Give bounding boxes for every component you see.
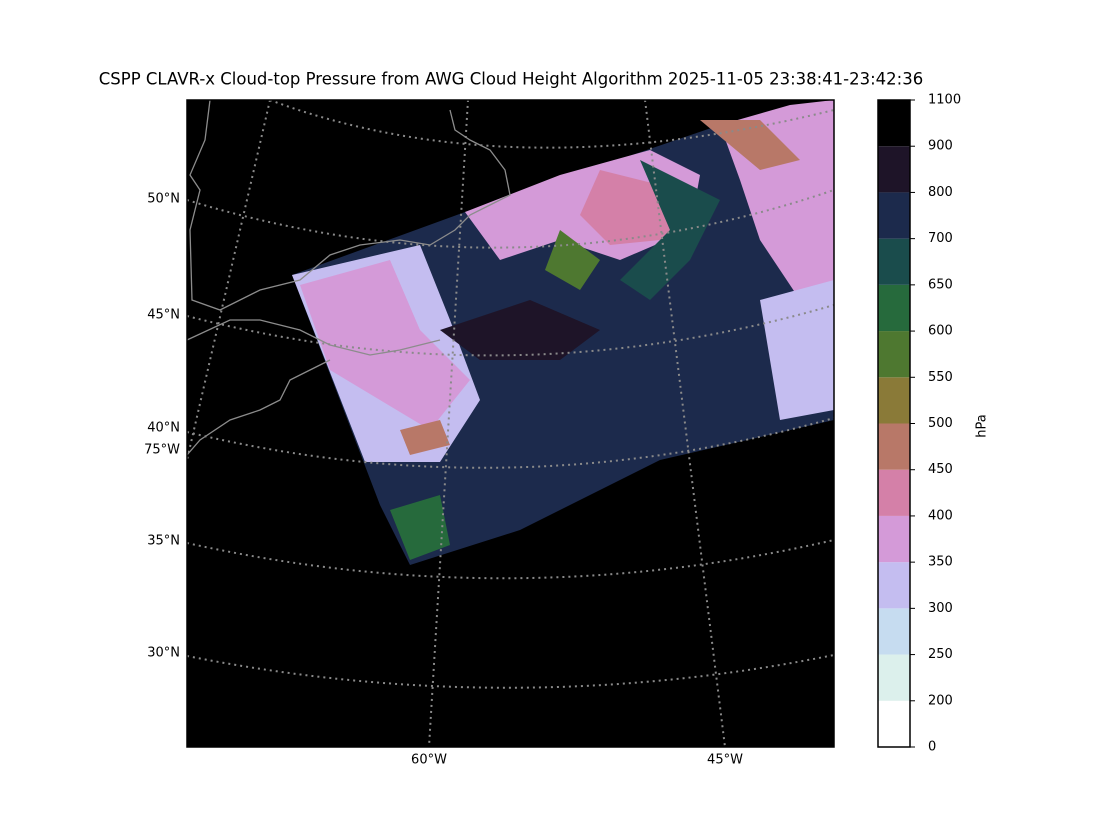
colorbar-tick-label: 700 [928, 231, 953, 246]
colorbar-tick-label: 250 [928, 647, 953, 662]
chart-title: CSPP CLAVR-x Cloud-top Pressure from AWG… [99, 70, 923, 89]
lat-label: 50°N [147, 192, 180, 207]
map-frame [186, 99, 835, 748]
colorbar-bin [878, 700, 910, 747]
lon-label: 75°W [144, 443, 180, 458]
colorbar-bin [878, 284, 910, 332]
colorbar-bin [878, 654, 910, 701]
colorbar-bin [878, 423, 910, 470]
lat-label: 35°N [147, 534, 180, 549]
colorbar-bin [878, 192, 910, 239]
colorbar-tick-label: 650 [928, 277, 953, 292]
colorbar-bin [878, 608, 910, 655]
colorbar-tick-label: 600 [928, 324, 953, 339]
colorbar-tick-label: 200 [928, 693, 953, 708]
colorbar-tick-label: 900 [928, 139, 953, 154]
colorbar-bin [878, 146, 910, 193]
lat-label: 40°N [147, 421, 180, 436]
colorbar-tick-label: 450 [928, 462, 953, 477]
map: 50°N 45°N 40°N 35°N 30°N 75°W 60°W 45°W [144, 99, 835, 768]
colorbar-tick-label: 800 [928, 185, 953, 200]
colorbar-tick-label: 500 [928, 416, 953, 431]
colorbar-tick-label: 300 [928, 601, 953, 616]
lon-label: 45°W [707, 753, 743, 768]
colorbar-label: hPa [975, 414, 990, 437]
lat-label: 30°N [147, 646, 180, 661]
colorbar-tick-label: 550 [928, 370, 953, 385]
colorbar: 0 200 250 300 350 400 450 500 550 600 650 700 800 900… [877, 93, 961, 755]
colorbar-bin [878, 562, 910, 609]
lat-label: 45°N [147, 308, 180, 323]
colorbar-tick-label: 350 [928, 555, 953, 570]
lon-label: 60°W [411, 753, 447, 768]
colorbar-bin [878, 515, 910, 563]
colorbar-bin [878, 100, 910, 147]
colorbar-tick-label: 400 [928, 508, 953, 523]
colorbar-bin [878, 469, 910, 516]
colorbar-tick-label: 1100 [928, 93, 961, 108]
colorbar-bin [878, 238, 910, 285]
cloud-swath [292, 100, 834, 565]
graticule [187, 100, 834, 747]
colorbar-bin [878, 331, 910, 378]
colorbar-tick-label: 0 [928, 740, 936, 755]
colorbar-bin [878, 377, 910, 424]
